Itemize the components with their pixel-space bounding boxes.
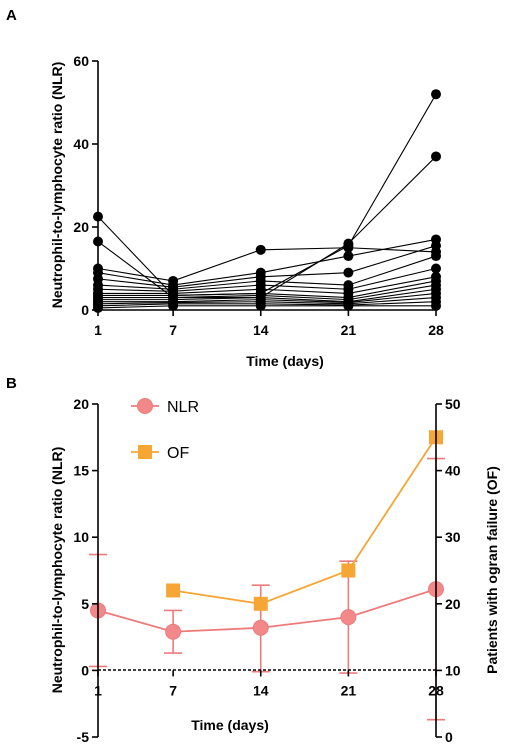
panel-a-data-point	[168, 300, 179, 311]
panel-a-x-ticks: 1 7 14 21 28	[94, 310, 444, 338]
panel-b-x-tick-label: 14	[253, 682, 269, 698]
legend-nlr-marker	[137, 398, 153, 414]
panel-b-right-y-tick-label: 20	[445, 596, 461, 612]
panel-b-left-y-tick-label: 15	[73, 463, 89, 479]
panel-a-x-tick-label: 7	[169, 322, 177, 338]
panel-a-series-lines	[97, 93, 437, 309]
legend-of-label: OF	[167, 445, 189, 462]
panel-a-y-axis-title: Neutrophil-to-lymphocyte ratio (NLR)	[49, 62, 65, 309]
panel-a-series-line	[97, 305, 436, 309]
panel-a-x-tick-label: 28	[428, 322, 444, 338]
panel-b-right-y-tick-label: 10	[445, 662, 461, 678]
panel-a-series-line	[97, 238, 437, 286]
panel-b-x-tick-label: 1	[94, 682, 102, 698]
panel-b-right-y-tick-label: 50	[445, 396, 461, 412]
panel-a-y-tick-label: 60	[73, 53, 89, 69]
panel-b-series-line	[172, 436, 437, 605]
panel-b-error-bars	[89, 457, 445, 721]
panel-b-x-tick-label: 7	[169, 682, 177, 698]
panel-a-x-tick-label: 14	[253, 322, 269, 338]
panel-a-data-point	[255, 244, 266, 255]
panel-b-right-y-tick-label: 0	[445, 729, 453, 745]
panel-a-data-point	[343, 251, 354, 262]
panel-a-y-tick-label: 0	[81, 302, 89, 318]
panel-b-left-y-axis-title: Neutrophil-to-lymphocyte ratio (NLR)	[49, 447, 65, 694]
panel-a-x-tick-label: 1	[94, 322, 102, 338]
panel-b-x-tick-label: 28	[428, 682, 444, 698]
panel-a-y-tick-label: 20	[73, 219, 89, 235]
panel-a-x-tick-label: 21	[341, 322, 357, 338]
panel-a-data-point	[343, 300, 354, 311]
panel-b-left-y-tick-label: 10	[73, 529, 89, 545]
panel-b: B -5 0 5 10 15 20 0 10 20 30 40 50 1 7 14 21 28 Time (…	[6, 375, 500, 745]
panel-b-label: B	[6, 375, 17, 392]
panel-b-x-tick-label: 21	[341, 682, 357, 698]
panel-a-label: A	[6, 7, 17, 24]
panel-b-left-y-tick-label: 0	[81, 662, 89, 678]
panel-b-x-axis-title: Time (days)	[191, 717, 269, 733]
panel-b-legend: NLR OF	[131, 398, 199, 462]
panel-a-y-tick-label: 40	[73, 136, 89, 152]
panel-b-data-point	[341, 563, 356, 578]
panel-b-right-y-tick-label: 40	[445, 463, 461, 479]
panel-b-data-points	[90, 430, 444, 640]
legend-nlr-label: NLR	[167, 399, 199, 416]
panel-b-right-y-tick-label: 30	[445, 529, 461, 545]
panel-b-left-y-ticks: -5 0 5 10 15 20	[73, 396, 98, 745]
panel-b-data-point	[340, 609, 357, 626]
panel-a-series-line	[97, 93, 437, 297]
panel-b-data-point	[165, 623, 182, 640]
panel-a-data-point	[431, 240, 441, 251]
panel-a-data-point	[431, 263, 441, 274]
panel-a-data-point	[431, 251, 441, 262]
panel-b-data-point	[166, 583, 181, 598]
panel-a-data-point	[255, 300, 266, 311]
panel-b-x-ticks: 1 7 14 21 28	[94, 670, 444, 698]
panel-b-right-y-ticks: 0 10 20 30 40 50	[436, 396, 461, 745]
panel-a-data-point	[431, 300, 441, 311]
panel-b-left-y-tick-label: 20	[73, 396, 89, 412]
panel-b-left-y-tick-label: 5	[81, 596, 89, 612]
panel-a-data-point	[431, 151, 441, 162]
panel-a-data-point	[431, 89, 441, 100]
panel-b-left-y-tick-label: -5	[77, 729, 90, 745]
panel-b-right-y-axis-title: Patients with ogran failure (OF)	[484, 466, 500, 674]
panel-a-data-points	[93, 89, 441, 313]
panel-a-y-ticks: 0 20 40 60	[73, 53, 98, 318]
panel-a-data-point	[343, 242, 354, 253]
panel-a-data-point	[343, 267, 354, 278]
panel-b-data-point	[253, 596, 268, 611]
legend-of-marker	[138, 445, 152, 459]
panel-a: A 0 20 40 60 1 7 14 21 28 Time (days) Neutrophi…	[6, 7, 444, 369]
panel-b-data-point	[252, 619, 269, 636]
panel-a-x-axis-title: Time (days)	[246, 353, 324, 369]
